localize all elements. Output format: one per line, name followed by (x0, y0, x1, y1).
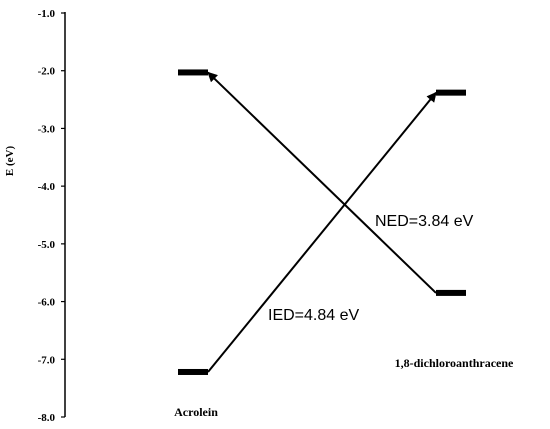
y-tick-label: -8.0 (38, 412, 56, 424)
y-tick-label: -5.0 (38, 239, 56, 251)
transition-arrow-ned (207, 71, 437, 294)
y-tick-label: -2.0 (38, 66, 56, 78)
transition-arrows (207, 71, 437, 373)
y-tick-label: -3.0 (38, 123, 56, 135)
molecule-label-dichloroanthracene: 1,8-dichloroanthracene (395, 356, 514, 370)
y-tick-label: -7.0 (38, 354, 56, 366)
energy-level-bar-dichloroanthracene-homo (436, 289, 466, 296)
ied-label: IED=4.84 eV (268, 307, 360, 324)
energy-level-bar-dichloroanthracene-lumo (436, 89, 466, 96)
energy-level-bar-acrolein-lumo (178, 69, 208, 76)
y-axis-ticks: -1.0 -2.0 -3.0 -4.0 -5.0 -6.0 -7.0 -8.0 (38, 8, 65, 424)
y-tick-label: -4.0 (38, 181, 56, 193)
y-axis-title: E (eV) (4, 146, 16, 177)
y-tick-label: -1.0 (38, 8, 56, 20)
transition-arrow-ied (207, 91, 437, 373)
y-tick-label: -6.0 (38, 297, 56, 309)
energy-level-bar-acrolein-homo (178, 368, 208, 375)
ned-label: NED=3.84 eV (375, 213, 474, 230)
molecule-label-acrolein: Acrolein (174, 405, 218, 419)
energy-levels (178, 69, 466, 375)
